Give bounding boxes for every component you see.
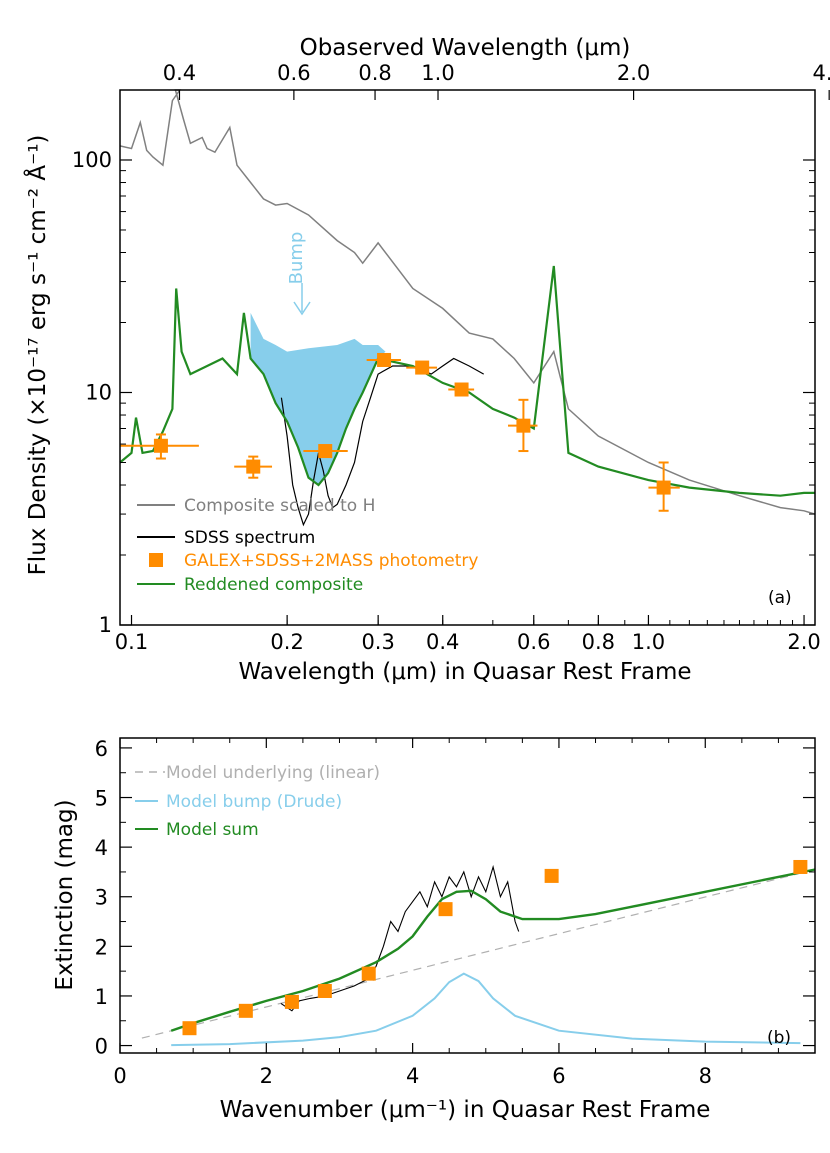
legend-sum-label: Model sum	[166, 820, 259, 840]
y-tick-label: 1	[99, 613, 112, 637]
photometry-marker	[454, 382, 469, 397]
sdss-extinction-line	[280, 864, 520, 1012]
bump-arrow-head	[293, 301, 311, 316]
panel-b-photometry-points	[182, 859, 808, 1036]
panel-b-x-axis-title: Wavenumber (μm⁻¹) in Quasar Rest Frame	[220, 1097, 711, 1123]
extinction-marker	[284, 994, 299, 1009]
top-x-tick-label: 0.4	[163, 61, 196, 85]
photometry-point	[234, 455, 273, 479]
x-tick-label: 4	[406, 1064, 419, 1088]
y-tick-label: 0	[95, 1035, 108, 1059]
photometry-marker	[246, 459, 261, 474]
photometry-point	[120, 433, 199, 460]
x-tick-label: 0	[113, 1064, 126, 1088]
panel-a-photometry-points	[120, 352, 680, 512]
panel-a-y-axis-title: Flux Density (×10⁻¹⁷ erg s⁻¹ cm⁻² Å⁻¹)	[23, 135, 51, 576]
legend-sdss-label: SDSS spectrum	[184, 528, 315, 548]
panel-a-frame	[119, 89, 816, 626]
y-tick-label: 6	[95, 737, 108, 761]
panel-a-top-x-axis-title: Obaserved Wavelength (μm)	[300, 35, 631, 61]
panel-b-series	[141, 864, 816, 1047]
panel-a: 0.1 0.2 0.3 0.4 0.6 0.8 1.0 2.0 0.4 0.6 0.8 1.0 2.0…	[23, 35, 830, 685]
extinction-marker	[238, 1003, 253, 1018]
panel-b-legend: Model underlying (linear) Model bump (Dr…	[135, 763, 380, 840]
x-tick-label: 2	[260, 1064, 273, 1088]
panel-a-series	[119, 89, 816, 527]
y-tick-label: 2	[95, 935, 108, 959]
photometry-marker	[415, 360, 430, 375]
top-x-tick-label: 4.0	[812, 61, 830, 85]
panel-b-x-ticks: 0 2 4 6 8	[113, 738, 779, 1088]
extinction-marker	[317, 983, 332, 998]
y-tick-label: 3	[95, 886, 108, 910]
extinction-marker	[361, 966, 376, 981]
sum-model-line	[170, 868, 816, 1032]
x-tick-label: 0.8	[582, 630, 615, 654]
photometry-marker	[377, 352, 392, 367]
bump-fill	[250, 312, 386, 485]
extinction-marker	[182, 1021, 197, 1036]
panel-a-x-axis-title: Wavelength (μm) in Quasar Rest Frame	[238, 659, 691, 685]
panel-a-y-ticks: 1 10 100	[72, 89, 815, 637]
bump-fill-area	[250, 312, 386, 485]
photometry-point	[448, 382, 475, 397]
top-x-tick-label: 1.0	[421, 61, 454, 85]
bump-annotation-label: Bump	[286, 232, 307, 285]
composite-series-line	[119, 89, 816, 515]
panel-b-frame	[119, 737, 816, 1054]
photometry-marker	[656, 480, 671, 495]
legend-linear-label: Model underlying (linear)	[166, 763, 380, 783]
top-x-tick-label: 0.8	[358, 61, 391, 85]
y-tick-label: 10	[85, 380, 112, 404]
x-tick-label: 1.0	[632, 630, 665, 654]
panel-a-x-ticks: 0.1 0.2 0.3 0.4 0.6 0.8 1.0 2.0	[115, 615, 821, 654]
panel-b: 0 2 4 6 8 0 1 2 3 4 5 6 Wavenumber (μm⁻¹) in Quasa…	[52, 737, 816, 1123]
photometry-marker	[318, 444, 333, 459]
x-tick-label: 0.6	[517, 630, 550, 654]
x-tick-label: 0.3	[361, 630, 394, 654]
panel-a-legend: Composite scaled to H SDSS spectrum GALE…	[137, 496, 478, 595]
y-tick-label: 1	[95, 985, 108, 1009]
y-tick-label: 100	[72, 148, 112, 172]
x-tick-label: 8	[699, 1064, 712, 1088]
x-tick-label: 2.0	[787, 630, 820, 654]
legend-photometry-marker	[149, 553, 163, 567]
photometry-point	[303, 444, 348, 459]
linear-model-line	[141, 868, 816, 1039]
photometry-point	[508, 398, 538, 453]
bump-model-line	[171, 972, 801, 1047]
legend-reddened-label: Reddened composite	[184, 575, 363, 595]
panel-a-label: (a)	[768, 588, 792, 608]
legend-bump-label: Model bump (Drude)	[166, 792, 342, 812]
photometry-marker	[153, 438, 168, 453]
photometry-point	[648, 461, 680, 512]
reddened-series-line	[119, 265, 815, 497]
top-x-tick-label: 2.0	[617, 61, 650, 85]
panel-b-label: (b)	[767, 1028, 791, 1048]
photometry-marker	[516, 418, 531, 433]
panel-a-top-x-ticks: 0.4 0.6 0.8 1.0 2.0 4.0	[163, 61, 830, 100]
bump-annotation: Bump	[286, 232, 311, 316]
extinction-marker	[793, 859, 808, 874]
sdss-series-line	[280, 357, 484, 527]
panel-b-y-ticks: 0 1 2 3 4 5 6	[95, 737, 815, 1059]
top-x-tick-label: 0.6	[277, 61, 310, 85]
extinction-marker	[544, 868, 559, 883]
x-tick-label: 0.4	[426, 630, 459, 654]
y-tick-label: 5	[95, 787, 108, 811]
photometry-point	[366, 352, 401, 367]
x-tick-label: 0.2	[270, 630, 303, 654]
legend-composite-label: Composite scaled to H	[184, 496, 375, 516]
panel-b-y-axis-title: Extinction (mag)	[52, 799, 78, 990]
extinction-marker	[438, 902, 453, 917]
photometry-point	[406, 360, 438, 375]
x-tick-label: 6	[552, 1064, 565, 1088]
legend-photometry-label: GALEX+SDSS+2MASS photometry	[184, 551, 478, 571]
x-tick-label: 0.1	[115, 630, 148, 654]
y-tick-label: 4	[95, 836, 108, 860]
